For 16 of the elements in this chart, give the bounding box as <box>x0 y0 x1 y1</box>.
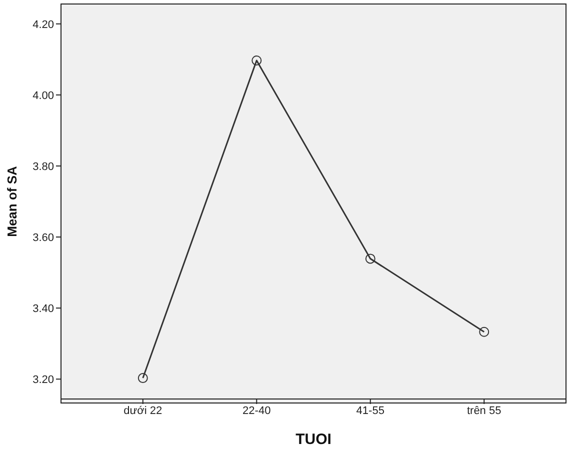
y-axis-title: Mean of SA <box>4 166 20 237</box>
y-tick-label: 3.80 <box>32 160 54 173</box>
y-tick-label: 3.40 <box>32 302 54 315</box>
point <box>479 326 490 337</box>
x-axis-title: TUOI <box>296 431 332 448</box>
x-tick-label: 22-40 <box>242 404 271 417</box>
y-tick-label: 3.60 <box>32 232 54 244</box>
y-tick-label: 4.20 <box>32 18 54 31</box>
point <box>365 254 376 264</box>
y-tick-label: 3.20 <box>32 374 54 386</box>
x-tick-label: dưới 22 <box>124 404 162 417</box>
x-tick-label: trên 55 <box>466 404 502 417</box>
point <box>138 373 148 384</box>
point <box>252 55 262 66</box>
y-tick-label: 4.00 <box>32 90 54 102</box>
x-tick-label: 41-55 <box>356 404 384 417</box>
